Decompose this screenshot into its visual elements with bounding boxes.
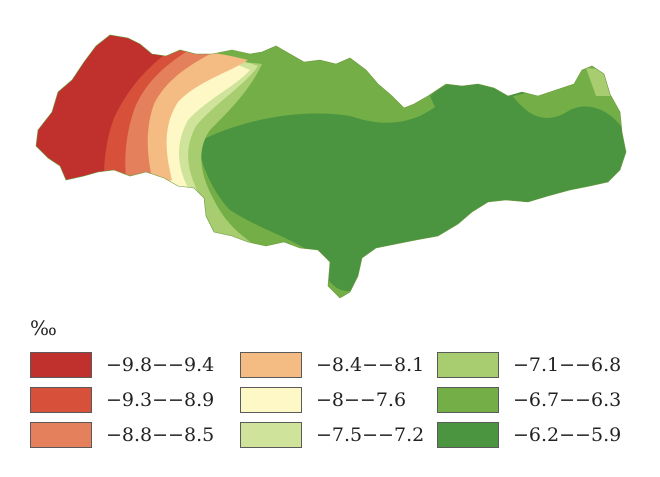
legend-label: −7.1−−6.8 (513, 354, 622, 376)
legend-label: −7.5−−7.2 (316, 424, 425, 446)
unit-label: ‰ (30, 316, 57, 340)
legend-swatch (437, 387, 499, 413)
legend-label: −8.8−−8.5 (106, 424, 215, 446)
legend-swatch (240, 422, 302, 448)
legend-item: −6.7−−6.3 (437, 385, 621, 415)
legend-item: −8.4−−8.1 (240, 350, 424, 380)
legend-swatch (240, 387, 302, 413)
legend-swatch (30, 387, 92, 413)
legend-swatch (30, 422, 92, 448)
legend-label: −6.2−−5.9 (513, 424, 622, 446)
legend-item: −9.3−−8.9 (30, 385, 214, 415)
legend-swatch (437, 422, 499, 448)
legend-item: −6.2−−5.9 (437, 420, 621, 450)
legend-swatch (240, 352, 302, 378)
legend-item: −7.5−−7.2 (240, 420, 424, 450)
legend-item: −8−−7.6 (240, 385, 406, 415)
legend-swatch (437, 352, 499, 378)
legend-item: −7.1−−6.8 (437, 350, 621, 380)
legend-label: −6.7−−6.3 (513, 389, 622, 411)
legend-label: −8−−7.6 (316, 389, 407, 411)
legend-swatch (30, 352, 92, 378)
legend-item: −9.8−−9.4 (30, 350, 214, 380)
isotope-map (35, 34, 627, 299)
legend-label: −9.8−−9.4 (106, 354, 215, 376)
legend-label: −8.4−−8.1 (316, 354, 425, 376)
legend-item: −8.8−−8.5 (30, 420, 214, 450)
legend-label: −9.3−−8.9 (106, 389, 215, 411)
